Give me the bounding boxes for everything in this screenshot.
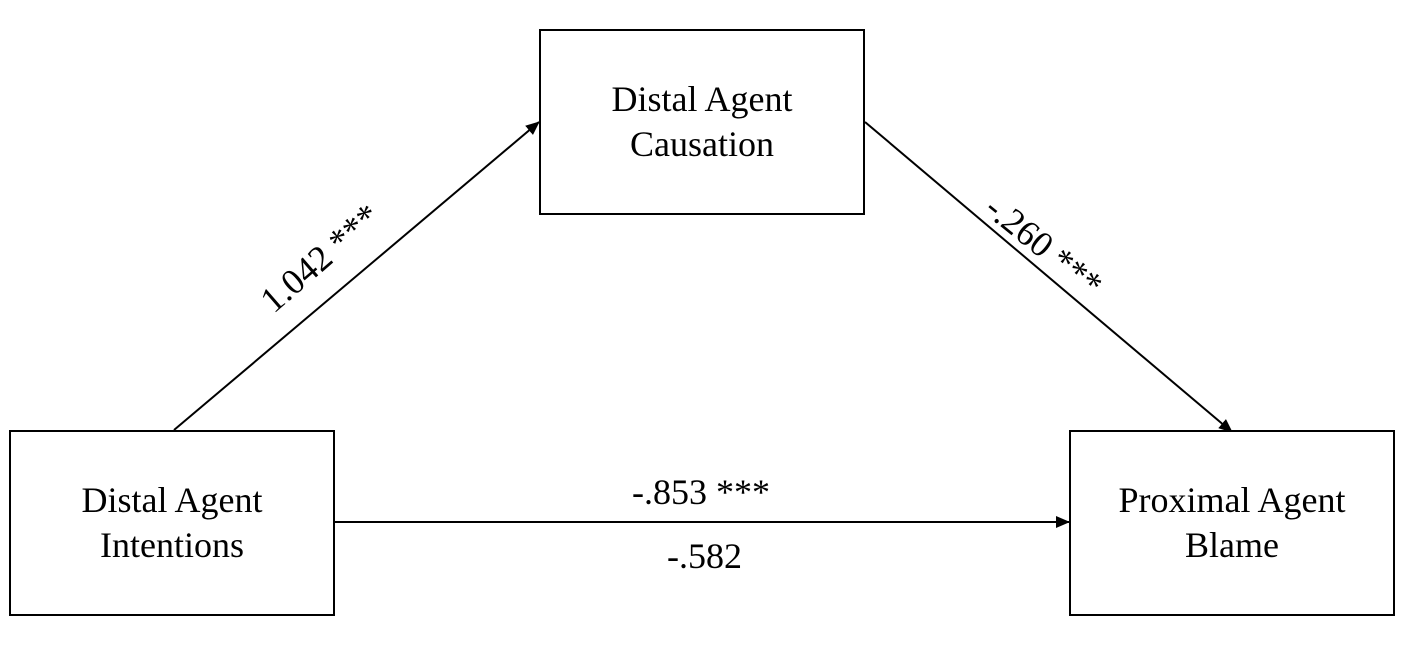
arrow-b-path (864, 121, 1233, 433)
predictor-label-line1: Distal Agent (81, 480, 263, 520)
outcome-box: Proximal Agent Blame (1069, 430, 1395, 616)
predictor-box: Distal Agent Intentions (9, 430, 335, 616)
mediator-label-line1: Distal Agent (611, 79, 793, 119)
path-c-direct-coefficient: -.582 (667, 536, 742, 576)
outcome-label-line2: Blame (1185, 525, 1279, 565)
mediator-box: Distal Agent Causation (539, 29, 865, 215)
predictor-label-line2: Intentions (100, 525, 244, 565)
outcome-label-line1: Proximal Agent (1118, 480, 1346, 520)
arrow-a-path (173, 121, 540, 431)
mediator-label-line2: Causation (630, 124, 774, 164)
path-c-total-coefficient: -.853 *** (632, 472, 770, 512)
